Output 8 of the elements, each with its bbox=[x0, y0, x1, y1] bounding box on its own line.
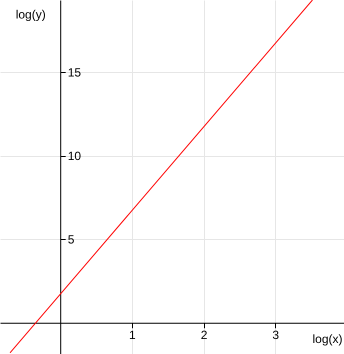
y-axis-title: log(y) bbox=[16, 8, 46, 22]
y-tick-label: 5 bbox=[68, 232, 75, 247]
x-tick-label: 3 bbox=[272, 328, 280, 342]
y-tick-label: 15 bbox=[68, 65, 82, 80]
x-axis-title: log(x) bbox=[312, 332, 342, 346]
y-tick-label: 10 bbox=[68, 149, 82, 164]
x-tick-label: 2 bbox=[200, 328, 208, 342]
x-tick-label: 1 bbox=[129, 328, 136, 342]
